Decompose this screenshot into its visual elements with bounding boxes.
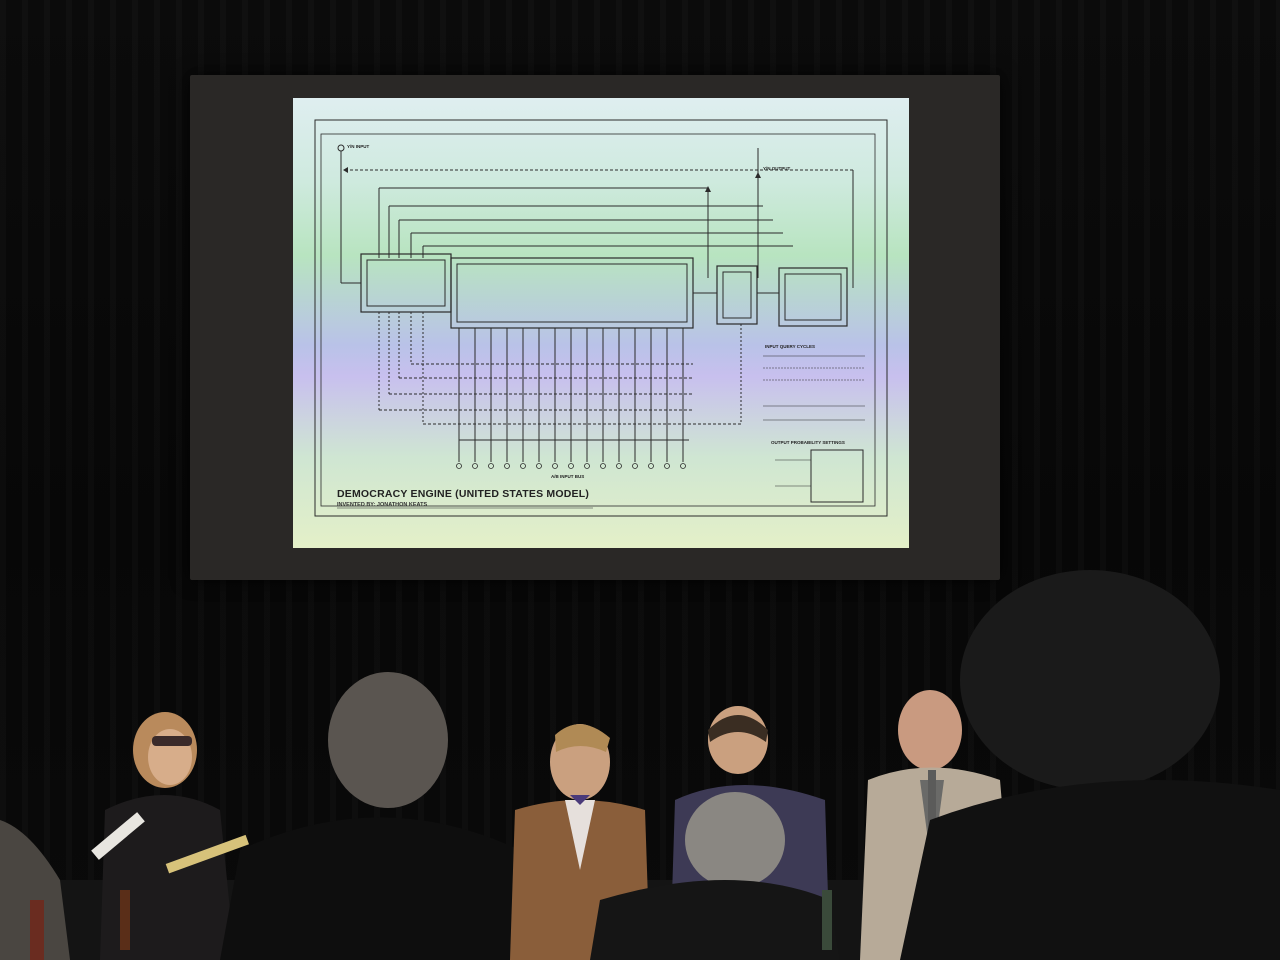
circuit-diagram bbox=[314, 119, 888, 517]
label-bus: A/B INPUT BUS bbox=[551, 474, 585, 479]
projected-slide: Y/N INPUT Y/N OUTPUT A/B INPUT BUS INPUT… bbox=[293, 98, 909, 548]
label-probability: OUTPUT PROBABILITY SETTINGS bbox=[771, 440, 845, 445]
slide-subtitle: INVENTED BY: JONATHON KEATS bbox=[337, 502, 428, 508]
slide-title: DEMOCRACY ENGINE (UNITED STATES MODEL) bbox=[337, 488, 590, 500]
label-input: Y/N INPUT bbox=[347, 144, 370, 149]
label-output: Y/N OUTPUT bbox=[763, 166, 791, 171]
label-query-cycles: INPUT QUERY CYCLES bbox=[765, 344, 816, 349]
